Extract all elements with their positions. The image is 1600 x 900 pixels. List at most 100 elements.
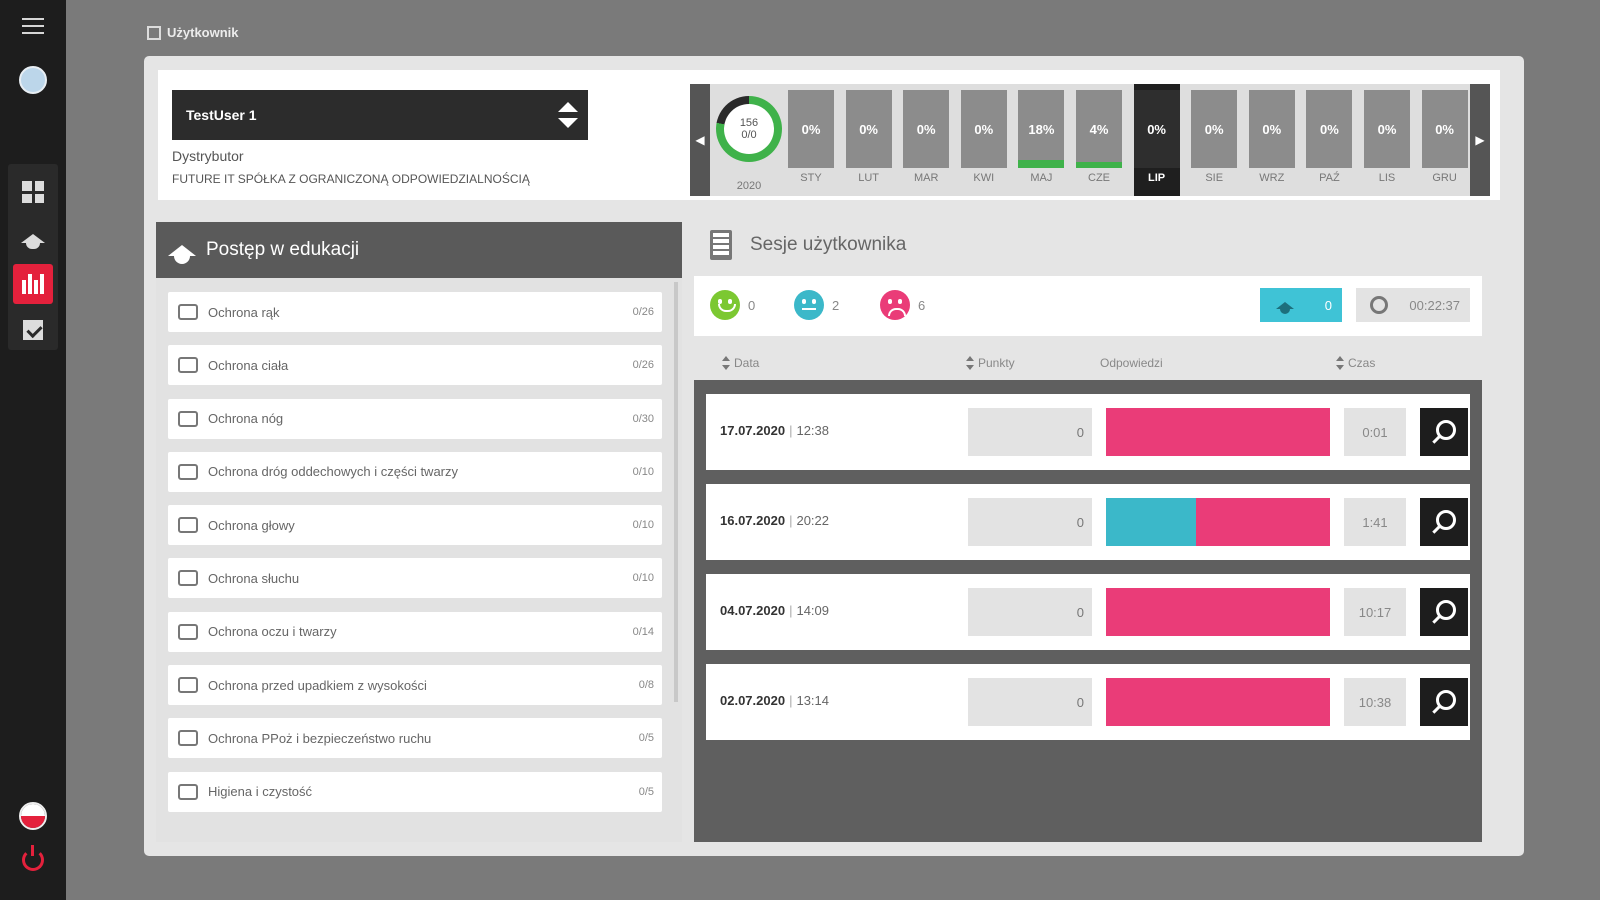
user-select[interactable]: TestUser 1 xyxy=(172,90,588,140)
education-item-count: 0/26 xyxy=(632,306,654,318)
month-11[interactable]: 0% GRU xyxy=(1421,90,1468,194)
session-time: 20:22 xyxy=(796,513,830,528)
poland-flag-icon xyxy=(19,802,47,830)
month-3[interactable]: 0% KWI xyxy=(960,90,1007,194)
session-details-button[interactable] xyxy=(1420,588,1468,636)
session-details-button[interactable] xyxy=(1420,678,1468,726)
education-item-label: Ochrona słuchu xyxy=(208,570,300,586)
month-8[interactable]: 0% WRZ xyxy=(1248,90,1295,194)
month-5[interactable]: 4% CZE xyxy=(1076,90,1122,194)
education-item[interactable]: Higiena i czystość 0/5 xyxy=(168,771,662,812)
month-progress-box: 0% xyxy=(1133,90,1180,168)
session-details-button[interactable] xyxy=(1420,498,1468,546)
chevron-right-icon: ▶ xyxy=(1475,133,1485,147)
happy-count: 0 xyxy=(748,297,756,313)
happy-face-icon xyxy=(710,290,740,320)
sidebar-item-dashboard[interactable] xyxy=(13,172,53,212)
education-title: Postęp w edukacji xyxy=(206,239,360,260)
education-item[interactable]: Ochrona ciała 0/26 xyxy=(168,345,662,386)
education-item[interactable]: Ochrona dróg oddechowych i części twarzy… xyxy=(168,451,662,492)
month-label: SIE xyxy=(1205,172,1224,184)
month-progress-box: 4% xyxy=(1076,90,1122,168)
sidebar-item-tasks[interactable] xyxy=(13,310,53,350)
shirt-icon xyxy=(178,357,198,374)
session-date: 16.07.2020 xyxy=(720,513,786,528)
education-item[interactable]: Ochrona głowy 0/10 xyxy=(168,505,662,546)
month-progress-box: 0% xyxy=(788,90,834,168)
month-progress-box: 0% xyxy=(903,90,950,168)
sort-icon xyxy=(1336,356,1344,370)
education-item[interactable]: Ochrona nóg 0/30 xyxy=(168,398,662,439)
session-duration: 10:38 xyxy=(1344,678,1406,726)
menu-button[interactable] xyxy=(13,6,53,46)
sidebar-item-users[interactable] xyxy=(13,264,53,304)
education-item[interactable]: Ochrona słuchu 0/10 xyxy=(168,558,662,599)
logout-button[interactable] xyxy=(13,840,53,880)
column-date[interactable]: Data xyxy=(722,356,759,370)
user-company: FUTURE IT SPÓŁKA Z OGRANICZONĄ ODPOWIEDZ… xyxy=(172,172,530,186)
month-progress-box: 0% xyxy=(1248,90,1295,168)
education-item[interactable]: Ochrona przed upadkiem z wysokości 0/8 xyxy=(168,665,662,706)
column-points[interactable]: Punkty xyxy=(966,356,1015,370)
column-time[interactable]: Czas xyxy=(1336,356,1375,370)
months-next-button[interactable]: ▶ xyxy=(1470,84,1490,196)
education-item[interactable]: Ochrona rąk 0/26 xyxy=(168,292,662,332)
education-item-label: Ochrona głowy xyxy=(208,517,295,533)
month-6[interactable]: 0% LIP xyxy=(1133,84,1180,196)
month-pct: 4% xyxy=(1089,121,1109,137)
harness-icon xyxy=(178,677,198,694)
sidebar-nav xyxy=(8,164,58,350)
month-progress-box: 0% xyxy=(845,90,892,168)
profile-button[interactable] xyxy=(13,60,53,100)
month-2[interactable]: 0% MAR xyxy=(903,90,950,194)
session-answers-bar xyxy=(1106,588,1330,636)
education-item[interactable]: Ochrona oczu i twarzy 0/14 xyxy=(168,611,662,652)
avatar xyxy=(19,66,47,94)
month-pct: 0% xyxy=(916,121,936,137)
boot-icon xyxy=(178,410,198,427)
language-button[interactable] xyxy=(13,796,53,836)
user-card: TestUser 1 Dystrybutor FUTURE IT SPÓŁKA … xyxy=(158,70,1500,200)
breadcrumb: Użytkownik xyxy=(147,25,239,40)
education-item-label: Higiena i czystość xyxy=(208,784,313,800)
month-progress-box: 0% xyxy=(1364,90,1410,168)
month-label: WRZ xyxy=(1259,172,1285,184)
helmet-icon xyxy=(178,517,198,534)
month-9[interactable]: 0% PAŹ xyxy=(1306,90,1353,194)
graduation-cap-icon xyxy=(21,233,45,249)
user-card-icon xyxy=(147,25,161,40)
education-scrollbar[interactable] xyxy=(674,282,678,702)
month-label: LIP xyxy=(1148,172,1166,184)
month-progress-box: 0% xyxy=(1421,90,1468,168)
hamburger-icon xyxy=(22,18,44,34)
months-prev-button[interactable]: ◀ xyxy=(690,84,710,196)
month-4[interactable]: 18% MAJ xyxy=(1018,90,1065,194)
education-item-label: Ochrona ciała xyxy=(208,357,289,373)
sidebar-item-education[interactable] xyxy=(13,218,53,258)
graduation-cap-icon xyxy=(168,244,196,264)
power-icon xyxy=(22,845,44,871)
month-10[interactable]: 0% LIS xyxy=(1364,90,1410,194)
search-icon xyxy=(1436,690,1456,710)
column-answers: Odpowiedzi xyxy=(1100,356,1163,370)
education-item-label: Ochrona PPoż i bezpieczeństwo ruchu xyxy=(208,730,432,746)
search-icon xyxy=(1436,510,1456,530)
education-item[interactable]: Ochrona PPoż i bezpieczeństwo ruchu 0/5 xyxy=(168,718,662,759)
table-row: 04.07.2020 | 14:09 0 10:17 xyxy=(706,574,1470,650)
month-0[interactable]: 0% STY xyxy=(788,90,834,194)
session-details-button[interactable] xyxy=(1420,408,1468,456)
neutral-count: 2 xyxy=(832,297,840,313)
session-time: 13:14 xyxy=(796,693,830,708)
month-fill-bar xyxy=(1076,162,1122,168)
graduation-cap-icon xyxy=(1276,301,1294,314)
clock-icon xyxy=(1370,296,1388,314)
session-points: 0 xyxy=(968,408,1092,456)
education-header: Postęp w edukacji xyxy=(156,222,682,278)
month-7[interactable]: 0% SIE xyxy=(1191,90,1238,194)
month-pct: 0% xyxy=(801,121,821,137)
education-item-label: Ochrona dróg oddechowych i części twarzy xyxy=(208,464,459,480)
breadcrumb-title: Użytkownik xyxy=(167,25,239,40)
month-1[interactable]: 0% LUT xyxy=(845,90,892,194)
column-date-label: Data xyxy=(734,356,760,370)
session-answers-bar xyxy=(1106,498,1330,546)
